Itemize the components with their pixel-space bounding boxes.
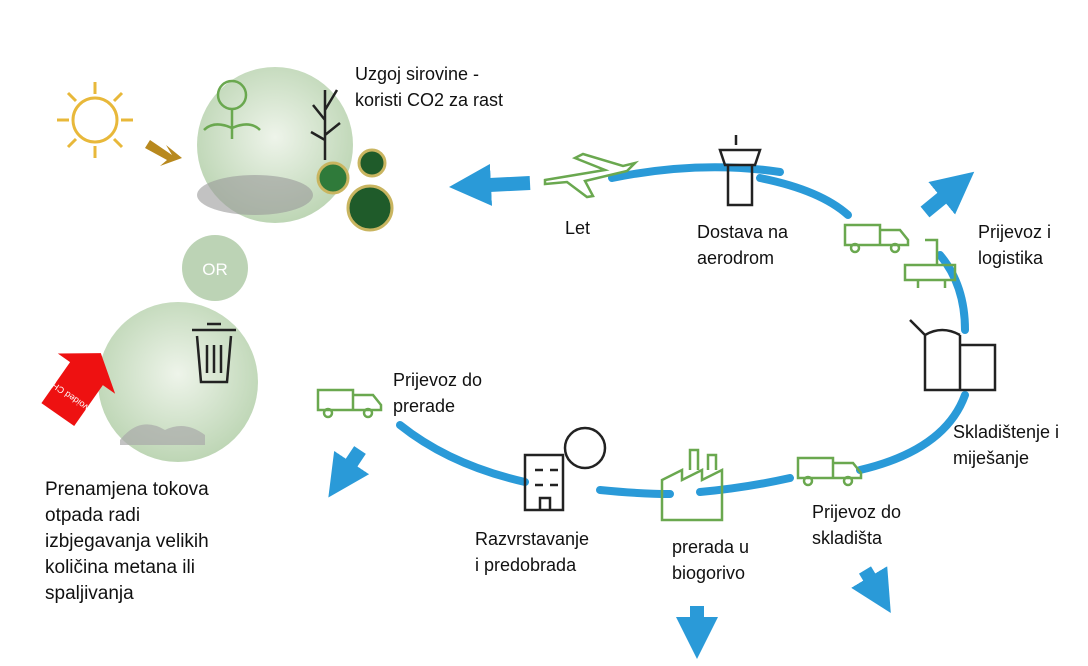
label-line: Prenamjena tokova <box>45 479 209 500</box>
cycle-ring <box>400 167 965 494</box>
label-line: otpada radi <box>45 505 140 526</box>
label-line: Uzgoj sirovine - <box>355 64 479 84</box>
label-line: prerade <box>393 396 455 416</box>
label-line: Razvrstavanje <box>475 529 589 549</box>
step-label: Prijevoz do skladišta <box>812 502 901 548</box>
step-label: prerada u biogorivo <box>672 537 749 583</box>
label-line: količina metana ili <box>45 557 195 578</box>
label-line: biogorivo <box>672 563 745 583</box>
step-label: Prijevoz i logistika <box>978 222 1051 268</box>
step-label: Dostava na aerodrom <box>697 222 789 268</box>
label-line: Skladištenje i <box>953 422 1059 442</box>
diagram: OR Avoided CH4 Uzgoj sirovi <box>0 0 1088 666</box>
step-label: Razvrstavanje i predobrada <box>475 529 589 575</box>
sun-icon <box>57 82 133 158</box>
label-line: Prijevoz i <box>978 222 1051 242</box>
label-line: i predobrada <box>475 555 577 575</box>
label-line: aerodrom <box>697 248 774 268</box>
label-line: prerada u <box>672 537 749 557</box>
waste-label: Prenamjena tokova otpada radi izbjegavanja… <box>45 479 209 604</box>
sun-arrow <box>145 140 182 166</box>
label-line: miješanje <box>953 448 1029 468</box>
step-label: Prijevoz do prerade <box>393 370 482 416</box>
label-line: koristi CO2 za rast <box>355 90 503 110</box>
step-label: Let <box>565 218 590 238</box>
label-line: izbjegavanja velikih <box>45 531 209 552</box>
label-line: Dostava na <box>697 222 789 242</box>
or-label: OR <box>202 260 228 279</box>
label-line: skladišta <box>812 528 883 548</box>
page: OR Avoided CH4 Uzgoj sirovi <box>0 0 1088 666</box>
label-line: spaljivanja <box>45 583 134 604</box>
step-label: Skladištenje i miješanje <box>953 422 1059 468</box>
label-line: logistika <box>978 248 1044 268</box>
label-line: Prijevoz do <box>393 370 482 390</box>
feedstock-label: Uzgoj sirovine - koristi CO2 za rast <box>355 64 503 110</box>
label-line: Prijevoz do <box>812 502 901 522</box>
label-line: Let <box>565 218 590 238</box>
